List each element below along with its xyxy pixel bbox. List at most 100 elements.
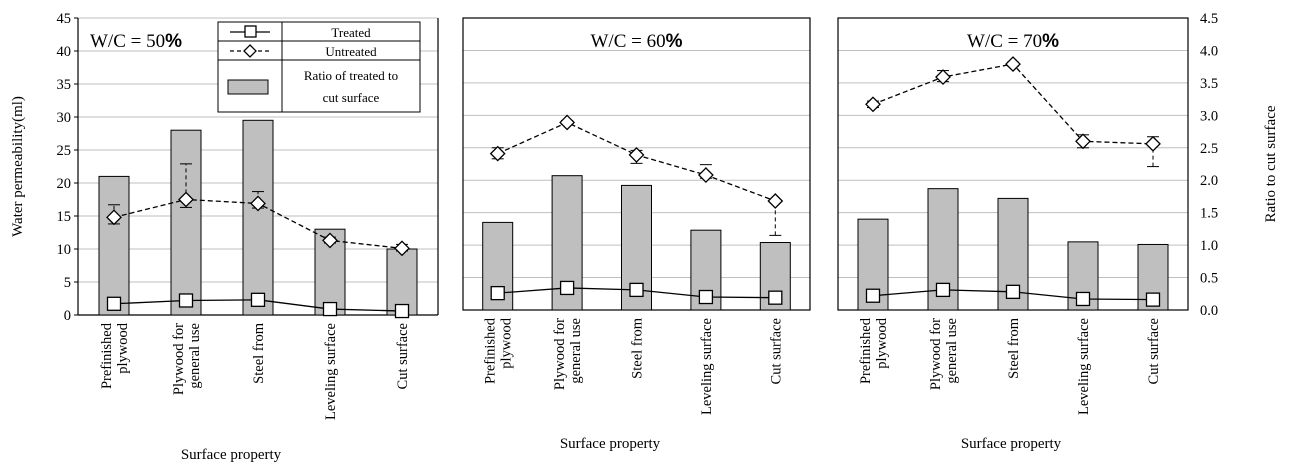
y2-axis-title: Ratio to cut surface — [1263, 105, 1279, 222]
treated-marker — [394, 303, 410, 319]
y2-tick-label: 1.0 — [1200, 238, 1218, 254]
y2-tick-label: 4.0 — [1200, 43, 1218, 59]
treated-marker — [178, 293, 194, 308]
untreated-marker — [628, 146, 645, 163]
ratio-bar — [242, 119, 274, 316]
category-label: Plywood forgeneral use — [928, 318, 960, 390]
treated-marker — [629, 282, 644, 298]
treated-marker — [490, 285, 505, 301]
treated-marker — [865, 288, 881, 303]
panel-title-percent: % — [165, 31, 182, 52]
untreated-marker — [865, 96, 881, 113]
untreated-marker — [1145, 135, 1161, 152]
y-tick-label: 40 — [57, 44, 72, 60]
treated-marker — [559, 280, 575, 296]
legend-label-ratio: Ratio of treated to — [304, 68, 398, 83]
category-label-line: Steel from — [630, 317, 646, 379]
category-label-line: Prefinished — [858, 317, 874, 384]
panel-title-percent: % — [1042, 31, 1059, 52]
y2-tick-label: 2.5 — [1200, 141, 1218, 157]
category-label: Prefinishedplywood — [858, 317, 890, 384]
untreated-marker — [489, 145, 506, 162]
category-label: Leveling surface — [323, 323, 339, 420]
treated-marker — [250, 292, 266, 307]
x-axis-title: Surface property — [961, 436, 1062, 452]
category-label-line: Cut surface — [395, 323, 411, 389]
treated-marker — [698, 289, 714, 305]
legend-bar-swatch — [227, 79, 269, 95]
untreated-marker — [559, 114, 576, 131]
category-label-line: Prefinished — [99, 322, 115, 389]
x-axis-title: Surface property — [560, 436, 661, 452]
category-label: Leveling surface — [699, 318, 715, 415]
y-tick-label: 45 — [57, 11, 72, 27]
untreated-marker — [1075, 133, 1091, 150]
y-tick-label: 15 — [57, 209, 72, 225]
panel-title: W/C = 50% — [90, 31, 182, 52]
y2-tick-label: 2.0 — [1200, 173, 1218, 189]
category-label-line: Steel from — [251, 322, 267, 384]
category-label-line: general use — [187, 323, 203, 389]
untreated-marker — [394, 240, 410, 257]
y2-tick-label: 0.0 — [1200, 303, 1218, 319]
category-label: Leveling surface — [1076, 318, 1092, 415]
category-label-line: general use — [944, 318, 960, 384]
y2-tick-label: 3.5 — [1200, 76, 1218, 92]
y-tick-label: 5 — [64, 275, 71, 291]
untreated-marker — [322, 232, 338, 249]
panel-title: W/C = 60% — [590, 31, 682, 52]
category-label-line: Leveling surface — [699, 318, 715, 415]
treated-marker — [322, 301, 338, 317]
panel-title: W/C = 70% — [967, 31, 1059, 52]
y2-tick-label: 4.5 — [1200, 11, 1218, 27]
category-label-line: Cut surface — [768, 318, 784, 384]
treated-marker — [1145, 292, 1161, 307]
category-label: Cut surface — [395, 323, 411, 389]
y-axis-title: Water permeability(ml) — [10, 96, 26, 237]
legend-untreated-marker — [243, 44, 257, 58]
untreated-line — [872, 63, 1154, 145]
legend: Treated Untreated Ratio of treated to cut s… — [217, 21, 421, 113]
treated-marker — [935, 282, 951, 298]
panel-title-main: W/C = 70 — [967, 31, 1042, 52]
untreated-marker — [697, 167, 714, 183]
untreated-marker — [935, 69, 951, 85]
untreated-marker — [178, 191, 194, 208]
untreated-marker — [106, 209, 122, 226]
untreated-marker — [767, 193, 784, 209]
category-label-line: Plywood for — [552, 318, 568, 390]
legend-label-ratio: cut surface — [323, 90, 380, 105]
panel-title-percent: % — [666, 31, 683, 52]
category-label-line: Prefinished — [483, 317, 499, 384]
category-label: Steel from — [630, 317, 646, 379]
ratio-bar — [98, 175, 130, 316]
category-label-line: Plywood for — [928, 318, 944, 390]
category-label-line: plywood — [115, 322, 131, 374]
y-tick-label: 20 — [57, 176, 72, 192]
treated-marker — [1075, 291, 1091, 307]
y-tick-label: 25 — [57, 143, 72, 159]
category-label: Prefinishedplywood — [483, 317, 515, 384]
y-tick-label: 10 — [57, 242, 72, 258]
x-axis-title: Surface property — [181, 447, 282, 463]
category-label: Steel from — [251, 322, 267, 384]
y2-tick-label: 0.5 — [1200, 271, 1218, 287]
y-tick-label: 35 — [57, 77, 72, 93]
chart-panel-3: 0.0 0.5 1.0 1.5 2.0 2.5 3.0 3.5 4.0 4.5 W/C = 70% P… — [837, 11, 1279, 452]
category-label-line: plywood — [874, 317, 890, 369]
legend-label-untreated: Untreated — [325, 44, 377, 59]
legend-treated-marker — [244, 25, 257, 38]
chart-panel-2: W/C = 60% Prefinishedplywood Plywood forge… — [462, 17, 811, 452]
category-label-line: Plywood for — [171, 323, 187, 395]
legend-label-treated: Treated — [331, 25, 371, 40]
category-label: Plywood forgeneral use — [552, 318, 584, 390]
category-label: Plywood forgeneral use — [171, 323, 203, 395]
category-label: Cut surface — [1146, 318, 1162, 384]
category-label-line: Leveling surface — [323, 323, 339, 420]
category-label: Cut surface — [768, 318, 784, 384]
category-label-line: Cut surface — [1146, 318, 1162, 384]
category-label: Steel from — [1006, 317, 1022, 379]
category-label: Prefinishedplywood — [99, 322, 131, 389]
y-tick-label: 0 — [64, 308, 71, 324]
